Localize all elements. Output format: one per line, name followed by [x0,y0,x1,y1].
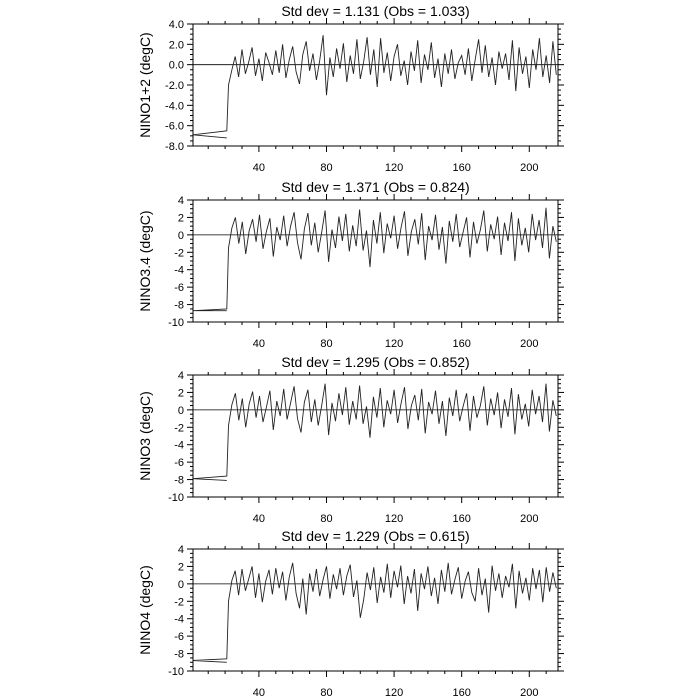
x-tick-label: 80 [320,162,332,174]
y-tick-label: 2 [178,561,184,573]
y-tick-label: -8 [174,649,184,661]
y-tick-label: -8 [174,300,184,312]
y-tick-label: -10 [168,492,184,504]
y-tick-label: 4 [178,370,184,382]
y-tick-label: 0 [178,405,184,417]
y-tick-label: 0 [178,230,184,242]
y-tick-label: -6 [174,631,184,643]
series-line [192,35,557,139]
panel-title: Std dev = 1.371 (Obs = 0.824) [281,179,469,195]
y-tick-label: 0 [178,579,184,591]
x-tick-label: 40 [253,338,265,350]
x-tick-label: 120 [385,338,403,350]
panel-1: Std dev = 1.131 (Obs = 1.033) NINO1+2 (de… [137,3,564,174]
y-tick-label: -4.0 [165,100,184,112]
y-tick-label: -6 [174,282,184,294]
panel-3: Std dev = 1.295 (Obs = 0.852) NINO3 (degC… [137,354,564,525]
y-tick-label: -6.0 [165,121,184,133]
x-tick-label: 200 [520,338,538,350]
x-tick-label: 40 [253,513,265,525]
y-tick-label: -8.0 [165,141,184,153]
y-tick-label: -2 [174,422,184,434]
y-axis-label: NINO1+2 (degC) [137,32,153,137]
series-line [192,383,557,481]
y-tick-label: 4.0 [169,19,184,31]
x-tick-label: 120 [385,513,403,525]
plot-frame [192,23,559,147]
x-tick-label: 80 [320,513,332,525]
y-tick-label: -4 [174,440,184,452]
y-axis-label: NINO3.4 (degC) [137,210,153,311]
y-tick-label: 2 [178,212,184,224]
x-tick-label: 80 [320,687,332,699]
panel-2: Std dev = 1.371 (Obs = 0.824) NINO3.4 (de… [137,179,564,350]
x-tick-label: 80 [320,338,332,350]
x-tick-label: 40 [253,162,265,174]
y-axis-label: NINO4 (degC) [137,565,153,654]
y-tick-label: -2.0 [165,80,184,92]
series-line [192,562,557,663]
panel-title: Std dev = 1.131 (Obs = 1.033) [281,3,469,19]
plot-frame [192,548,559,672]
plot-frame [192,374,559,498]
panel-title: Std dev = 1.229 (Obs = 0.615) [281,528,469,544]
plot-frame [192,199,559,323]
y-tick-label: -6 [174,457,184,469]
y-tick-label: -4 [174,614,184,626]
series-line [192,207,557,312]
y-tick-label: -10 [168,317,184,329]
panel-title: Std dev = 1.295 (Obs = 0.852) [281,354,469,370]
x-tick-label: 160 [453,687,471,699]
x-tick-label: 160 [453,338,471,350]
y-tick-label: 2 [178,387,184,399]
y-tick-label: -10 [168,666,184,678]
y-tick-label: 4 [178,195,184,207]
y-tick-label: -4 [174,265,184,277]
x-tick-label: 40 [253,687,265,699]
y-tick-label: -2 [174,596,184,608]
y-tick-label: -8 [174,475,184,487]
x-tick-label: 160 [453,513,471,525]
y-tick-label: -2 [174,247,184,259]
x-tick-label: 200 [520,162,538,174]
x-tick-label: 200 [520,687,538,699]
y-tick-label: 4 [178,544,184,556]
y-tick-label: 0.0 [169,60,184,72]
y-tick-label: 2.0 [169,39,184,51]
panel-4: Std dev = 1.229 (Obs = 0.615) NINO4 (degC… [137,528,564,699]
y-axis-label: NINO3 (degC) [137,391,153,480]
x-tick-label: 120 [385,162,403,174]
x-tick-label: 200 [520,513,538,525]
x-tick-label: 120 [385,687,403,699]
x-tick-label: 160 [453,162,471,174]
